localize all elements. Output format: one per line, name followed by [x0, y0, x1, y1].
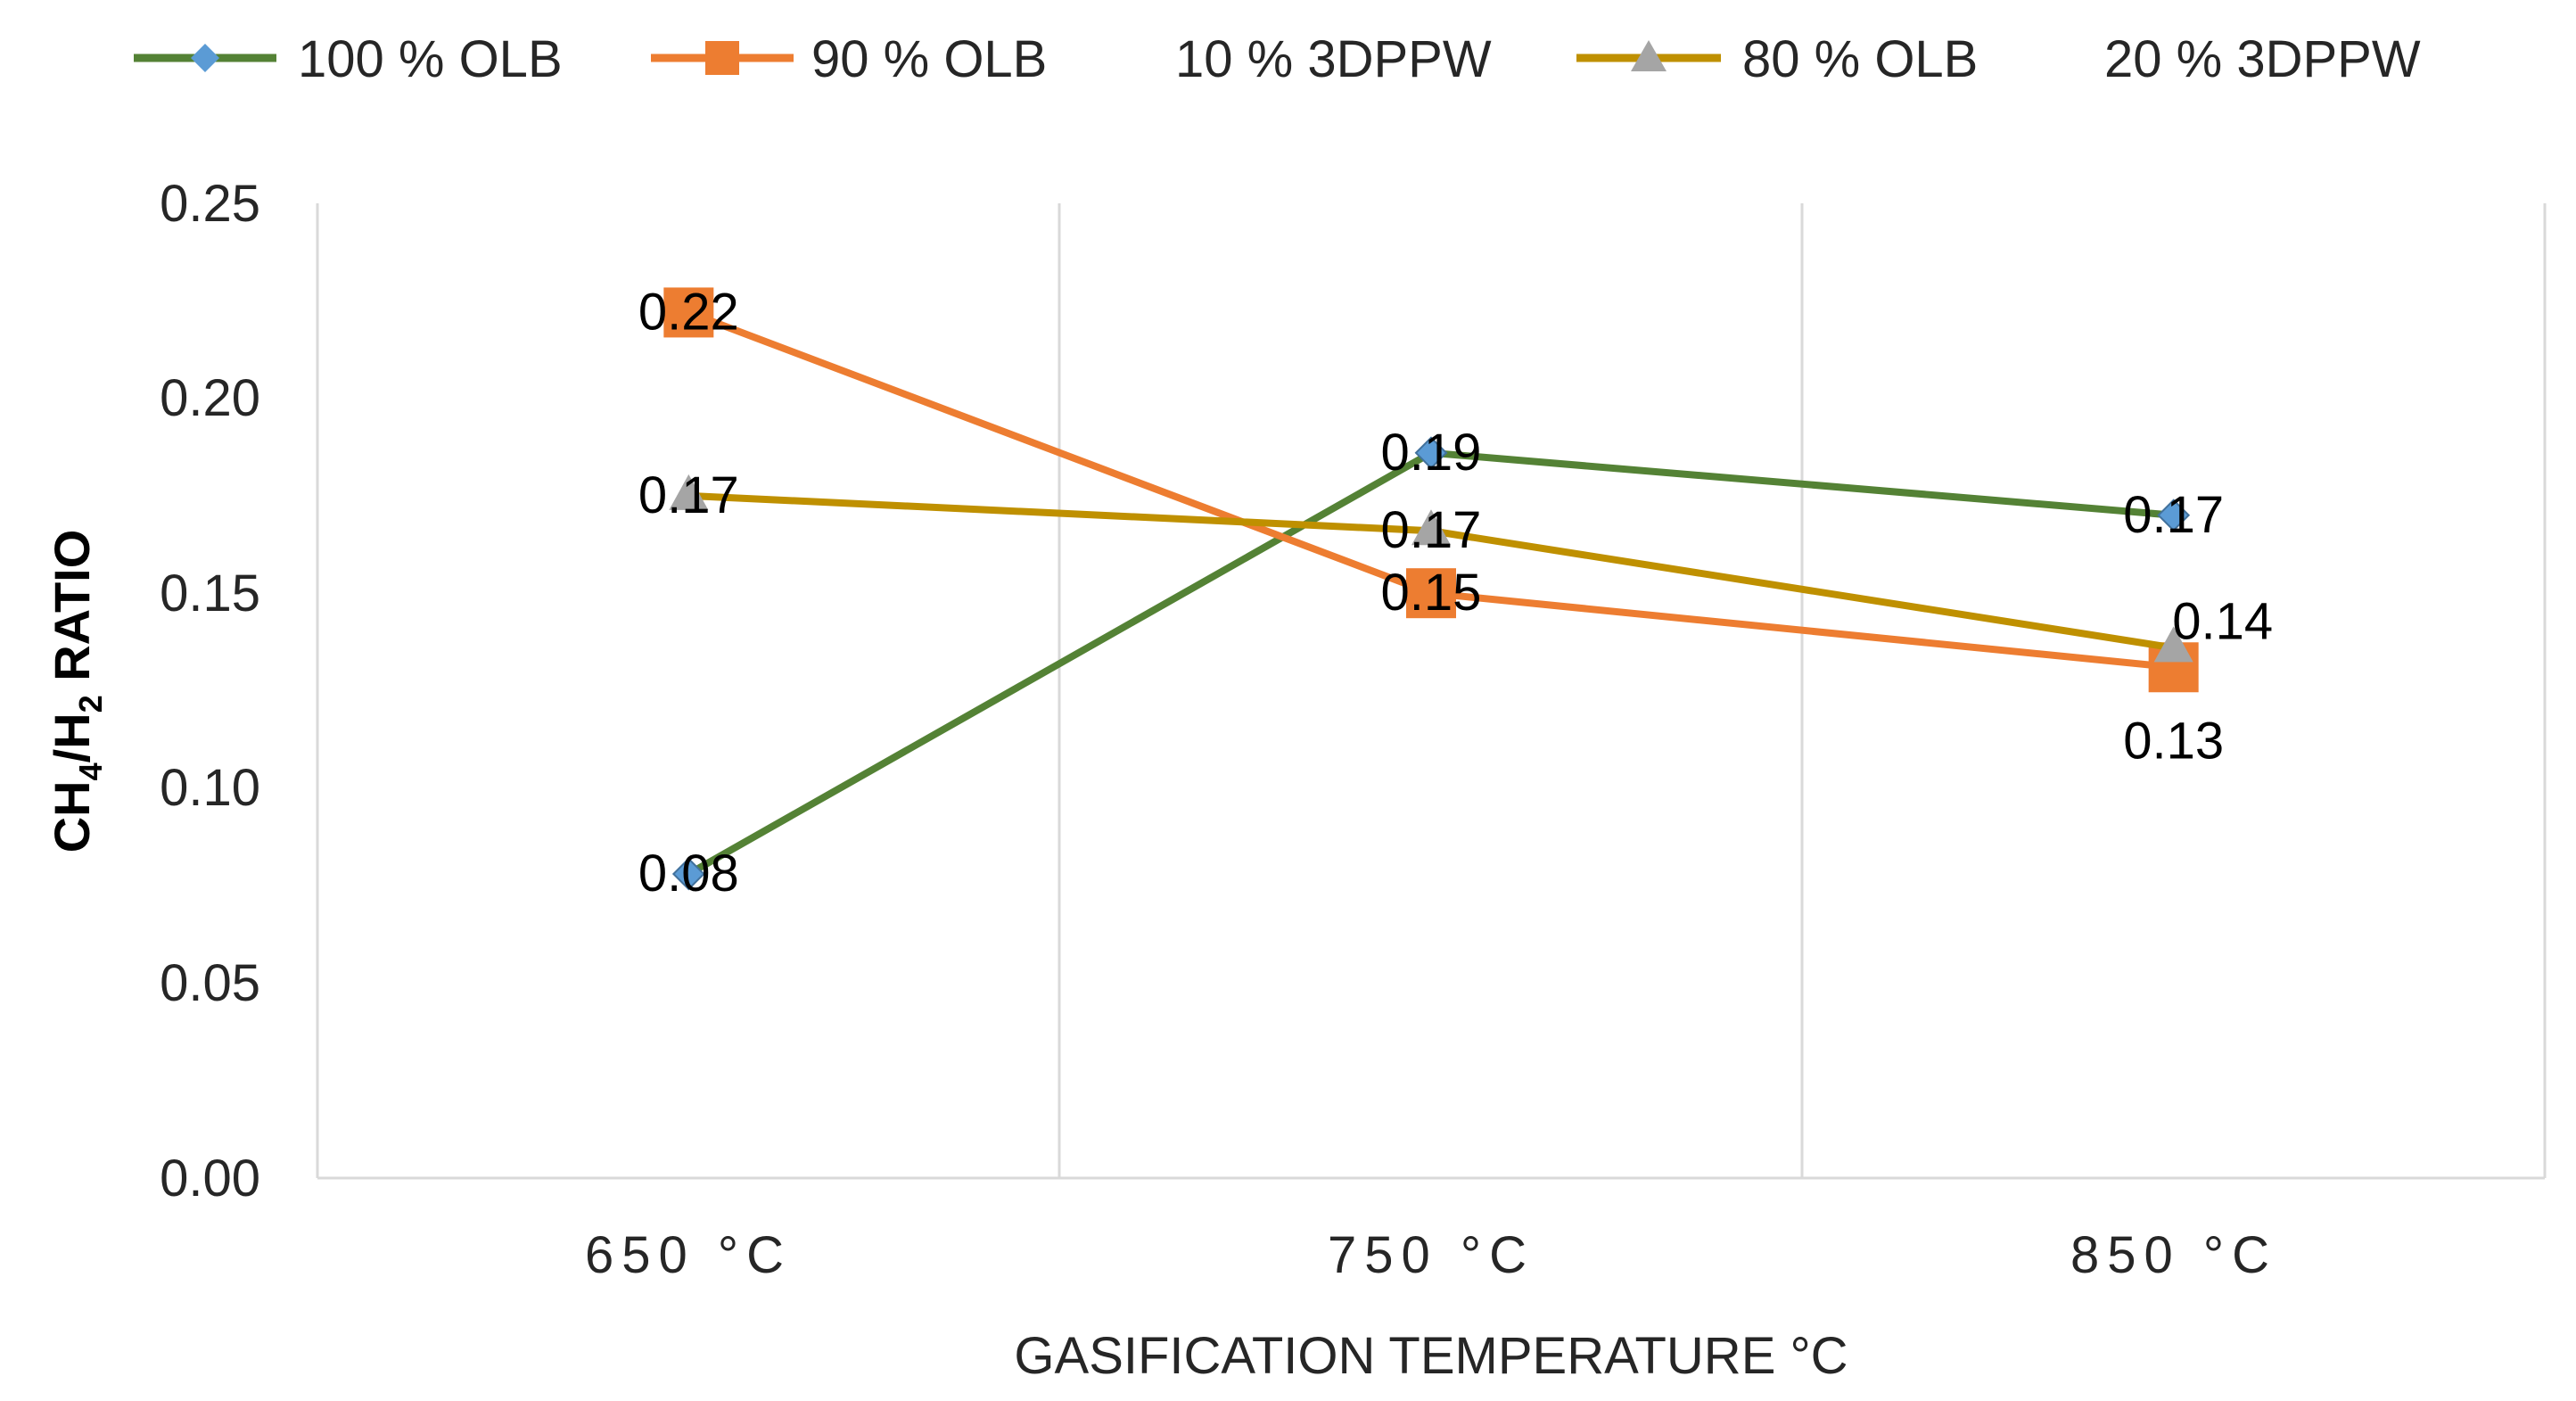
legend-item-series-1: 100 % OLB [134, 30, 563, 88]
legend-label-series-1: 100 % OLB [298, 30, 563, 88]
data-label: 0.17 [1381, 501, 1482, 559]
series-2: 0.22 0.15 0.13 [638, 283, 2224, 770]
x-tick-label: 850 °C [2070, 1226, 2277, 1284]
data-label: 0.19 [1381, 424, 1482, 482]
data-point-marker [2153, 626, 2193, 663]
data-label: 0.15 [1381, 564, 1482, 622]
y-tick-label: 0.10 [160, 759, 260, 817]
y-axis-title-sub2: 2 [72, 695, 109, 713]
legend-item-series-3: 80 % OLB 20 % 3DPPW [1576, 30, 2421, 88]
legend-item-series-2: 90 % OLB 10 % 3DPPW [651, 30, 1492, 88]
y-tick-label: 0.05 [160, 954, 260, 1012]
data-label: 0.08 [638, 845, 739, 902]
data-label: 0.22 [638, 283, 739, 341]
data-point-marker [669, 474, 709, 510]
y-axis-ticks: 0.00 0.05 0.10 0.15 0.20 0.25 [160, 175, 260, 1207]
y-axis-title-sub1: 4 [72, 762, 109, 780]
legend: 100 % OLB 90 % OLB 10 % 3DPPW 80 % OLB 2… [134, 30, 2421, 88]
legend-label-series-3b: 20 % 3DPPW [2104, 30, 2421, 88]
plot-area [316, 203, 2547, 1180]
y-axis-title-middle: /H [44, 713, 100, 762]
data-point-marker [671, 857, 705, 891]
y-tick-label: 0.25 [160, 175, 260, 233]
y-axis-title-prefix: CH [44, 780, 100, 853]
data-label: 0.17 [638, 466, 739, 524]
legend-marker-diamond [191, 44, 219, 72]
series-1: 0.08 0.19 0.17 [638, 424, 2224, 902]
series-3: 0.17 0.17 0.14 [638, 466, 2273, 663]
y-axis-title: CH4/H2 RATIO [44, 530, 109, 853]
data-point-marker [1411, 509, 1451, 546]
series-layer: 0.08 0.19 0.17 0.22 0.15 0.13 0.17 0.17 0.14 [638, 283, 2273, 902]
data-point-marker [1414, 436, 1448, 470]
legend-label-series-2a: 90 % OLB [811, 30, 1047, 88]
x-axis-title: GASIFICATION TEMPERATURE °C [1014, 1327, 1848, 1385]
data-point-marker [2157, 499, 2191, 532]
legend-marker-triangle [1631, 40, 1667, 71]
y-tick-label: 0.20 [160, 369, 260, 427]
data-label: 0.14 [2172, 592, 2273, 650]
legend-marker-square [705, 41, 739, 75]
y-tick-label: 0.00 [160, 1150, 260, 1207]
x-tick-label: 750 °C [1328, 1226, 1535, 1284]
legend-label-series-3a: 80 % OLB [1742, 30, 1978, 88]
data-point-marker [663, 287, 714, 338]
x-tick-label: 650 °C [585, 1226, 792, 1284]
data-label: 0.17 [2123, 486, 2224, 544]
x-axis-ticks: 650 °C 750 °C 850 °C [585, 1226, 2277, 1284]
y-tick-label: 0.15 [160, 565, 260, 622]
legend-label-series-2b: 10 % 3DPPW [1175, 30, 1492, 88]
y-axis-title-suffix: RATIO [44, 530, 100, 696]
data-label: 0.13 [2123, 712, 2224, 770]
data-point-marker [1406, 568, 1456, 619]
